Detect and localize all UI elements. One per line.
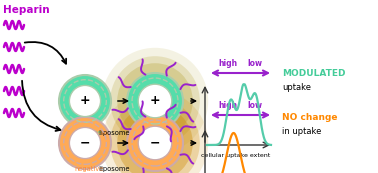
Text: NO change: NO change <box>282 113 338 122</box>
Text: low: low <box>247 59 262 68</box>
Circle shape <box>110 56 200 146</box>
Circle shape <box>117 63 193 139</box>
Text: Heparin: Heparin <box>3 5 50 15</box>
Circle shape <box>102 90 208 173</box>
Circle shape <box>110 98 200 173</box>
Text: low: low <box>247 101 262 110</box>
Circle shape <box>117 105 193 173</box>
Circle shape <box>127 73 183 129</box>
Text: high: high <box>218 59 237 68</box>
Text: liposome: liposome <box>97 130 130 136</box>
Text: +: + <box>150 94 160 107</box>
Circle shape <box>59 75 111 127</box>
Text: positive: positive <box>75 130 101 136</box>
Text: uptake: uptake <box>282 83 311 92</box>
Circle shape <box>59 117 111 169</box>
FancyArrowPatch shape <box>25 42 66 64</box>
Text: high: high <box>218 101 237 110</box>
Text: MODULATED: MODULATED <box>282 69 345 78</box>
Text: in uptake: in uptake <box>282 126 321 135</box>
FancyArrowPatch shape <box>22 81 60 131</box>
Circle shape <box>102 48 208 154</box>
Circle shape <box>127 115 183 171</box>
Text: +: + <box>80 94 90 107</box>
Circle shape <box>138 84 172 118</box>
Circle shape <box>138 126 172 160</box>
Text: liposome: liposome <box>97 166 130 172</box>
Text: negative: negative <box>74 166 103 172</box>
Circle shape <box>70 127 101 159</box>
Circle shape <box>70 85 101 117</box>
Text: cellular uptake extent: cellular uptake extent <box>201 153 270 158</box>
Text: −: − <box>80 136 90 149</box>
Text: −: − <box>150 136 160 149</box>
